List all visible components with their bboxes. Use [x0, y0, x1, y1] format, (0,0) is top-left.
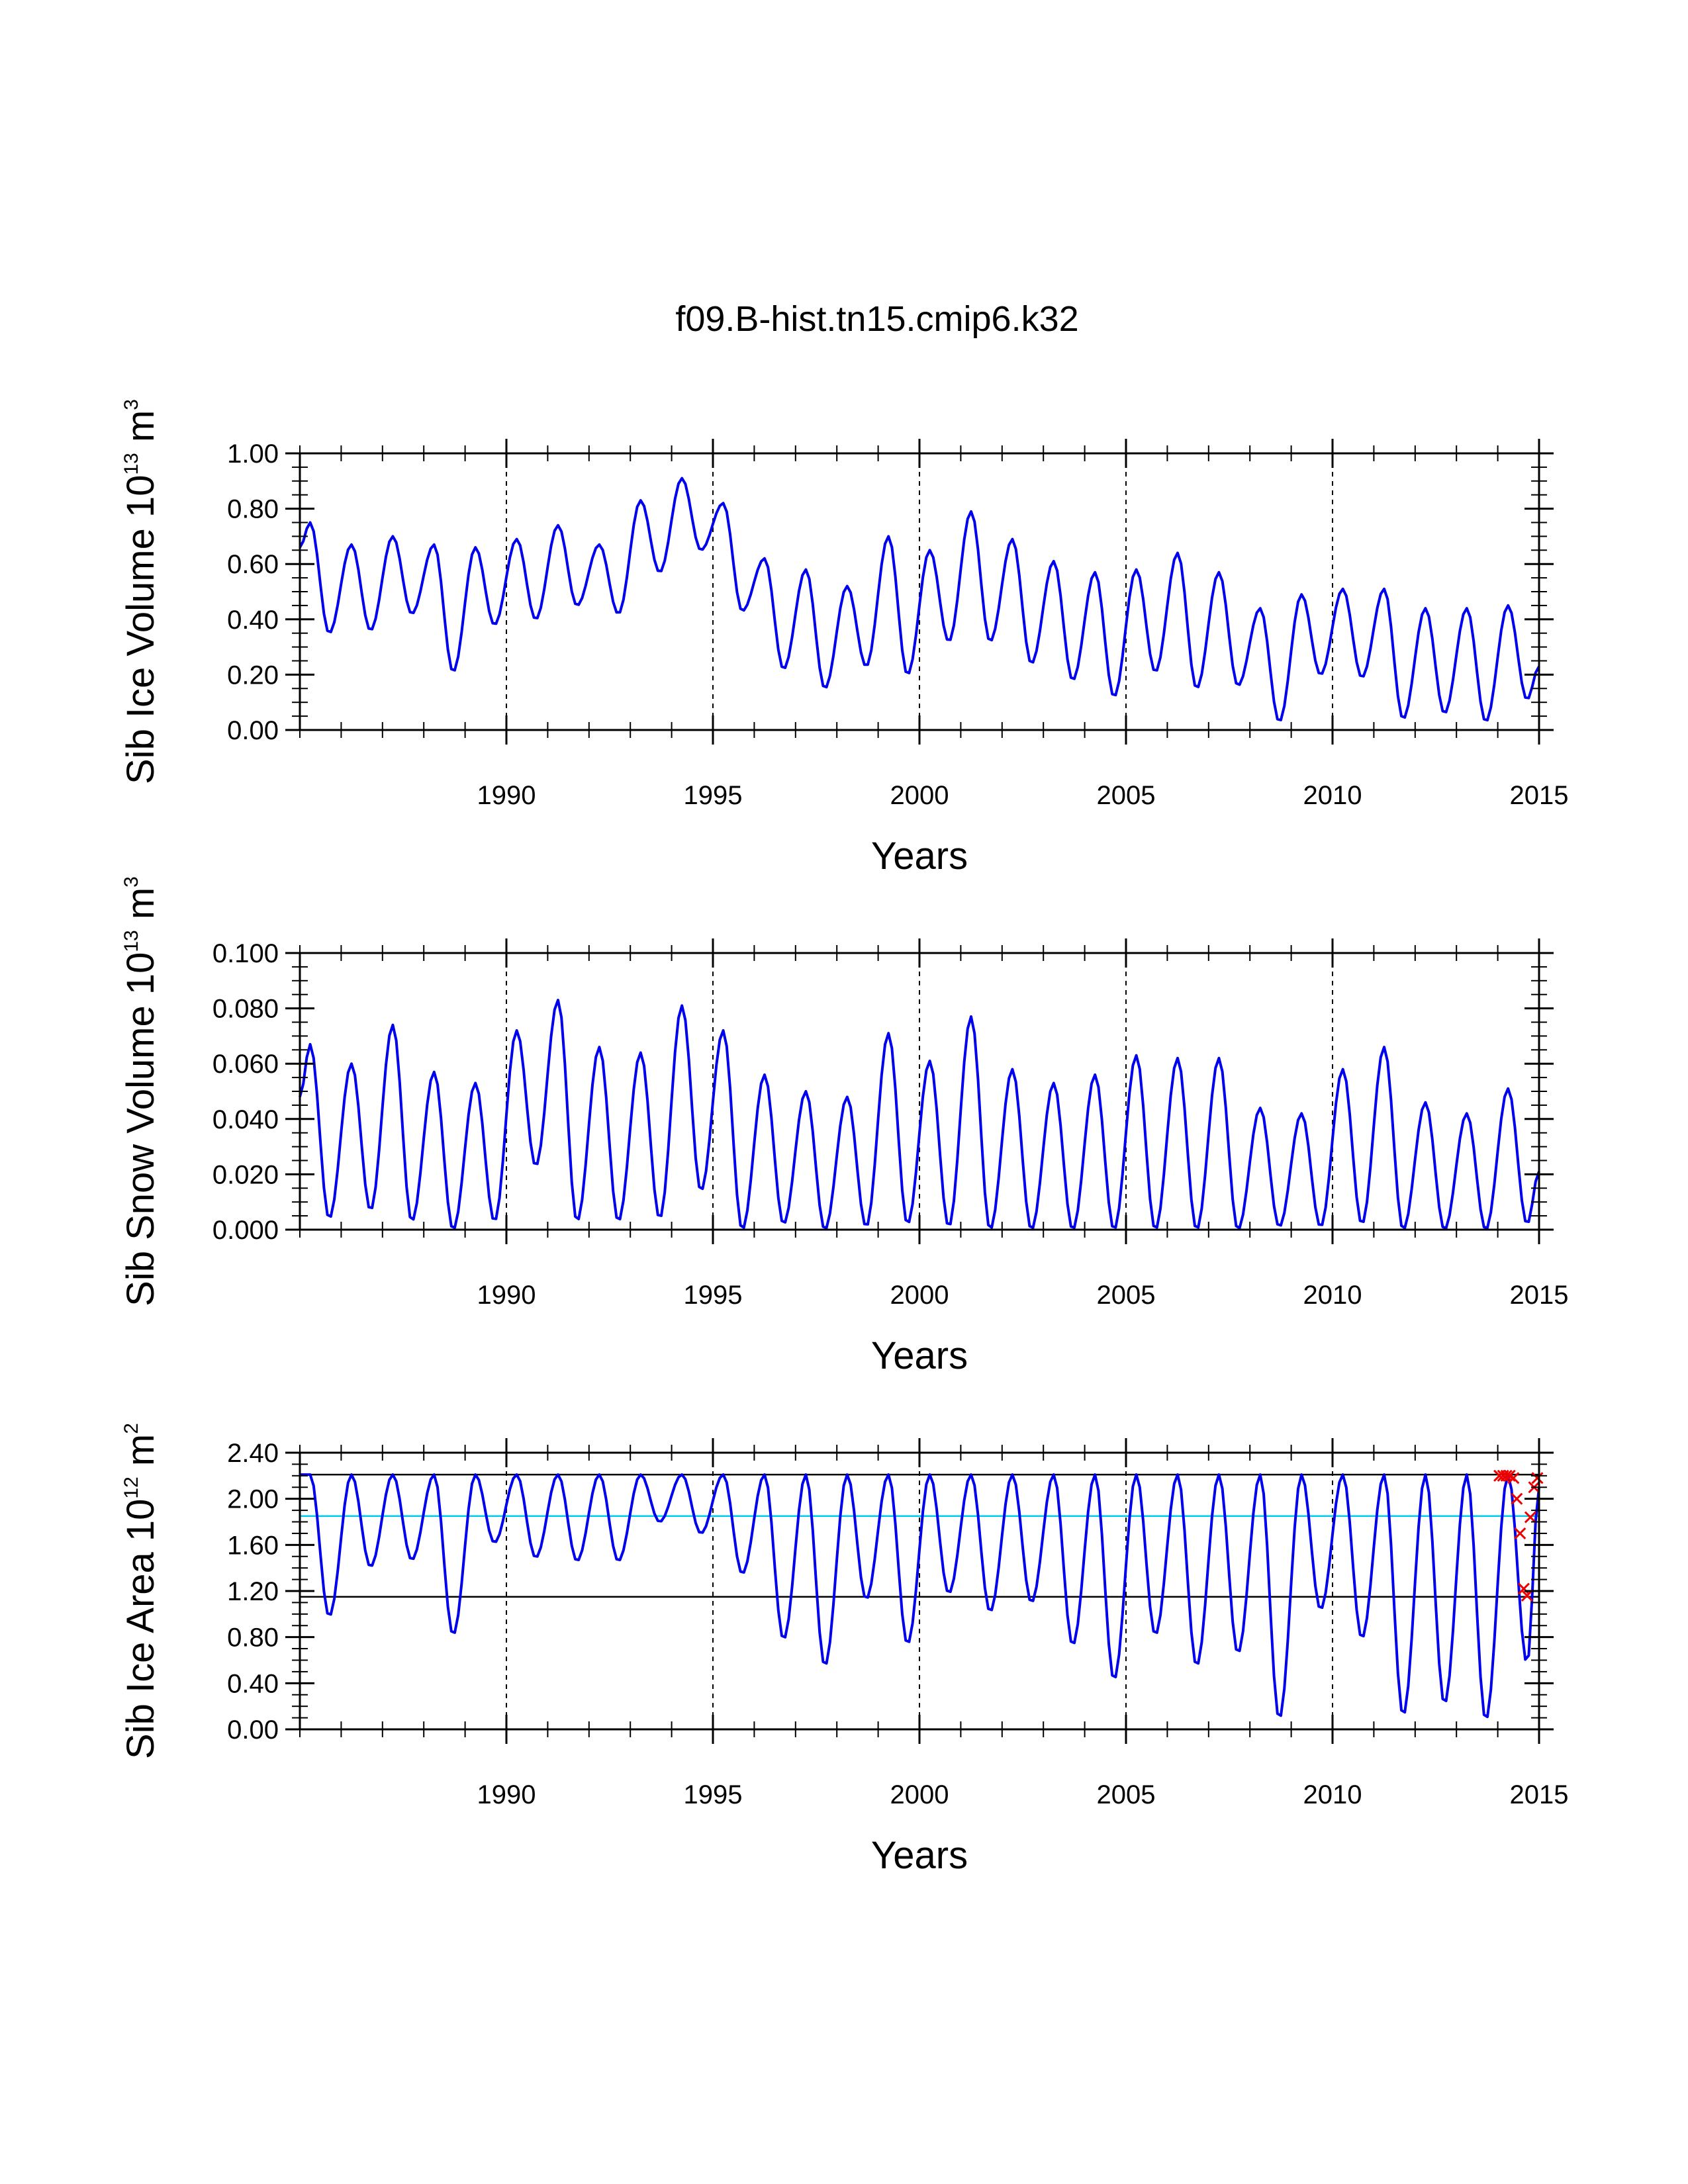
- x-axis-title: Years: [871, 1834, 968, 1877]
- marker-7: [1517, 1582, 1530, 1595]
- marker-5: [1511, 1492, 1523, 1505]
- y-axis-title-exponent: 12: [120, 1477, 142, 1498]
- marker-9: [1524, 1511, 1536, 1524]
- y-tick-label: 1.60: [227, 1531, 279, 1560]
- y-axis-title-exponent: 13: [120, 453, 142, 475]
- y-axis-title-prefix: Sib Snow Volume 10: [119, 952, 162, 1306]
- chart-ice-area: 0.00 0.40 0.80 1.20 1.60 2.00 2.40 1990 1995 2000…: [119, 1423, 1568, 1877]
- x-tick-label: 2010: [1303, 781, 1362, 810]
- y-tick-label: 0.40: [227, 606, 279, 635]
- y-axis-title-exponent: 13: [120, 930, 142, 952]
- y-tick-label: 0.100: [212, 939, 279, 968]
- y-axis-title-unit-exponent: 3: [120, 399, 142, 410]
- series-line: [300, 1473, 1540, 1719]
- x-tick-label: 1990: [477, 1780, 536, 1809]
- x-tick-label: 1995: [684, 1780, 743, 1809]
- y-axis-title-prefix: Sib Ice Area 10: [119, 1499, 162, 1759]
- marker-stroke: [1503, 1469, 1516, 1482]
- panels: 0.00 0.20 0.40 0.60 0.80 1.00 1990 1995 2000 2005…: [119, 399, 1568, 1877]
- x-tick-label: 2000: [890, 781, 949, 810]
- y-tick-label: 0.040: [212, 1105, 279, 1134]
- y-tick-label: 0.00: [227, 716, 279, 745]
- marker-stroke: [1524, 1511, 1536, 1524]
- y-tick-label: 1.20: [227, 1577, 279, 1606]
- y-axis-title: Sib Ice Area 1012 m2: [119, 1423, 162, 1759]
- x-tick-label: 2015: [1510, 1281, 1569, 1310]
- y-axis-title-unit: m: [119, 887, 162, 930]
- marker-6: [1514, 1527, 1526, 1539]
- y-tick-label: 1.00: [227, 439, 279, 469]
- y-axis-title-prefix: Sib Ice Volume 10: [119, 475, 162, 784]
- x-tick-label: 2000: [890, 1281, 949, 1310]
- x-tick-label: 2015: [1510, 1780, 1569, 1809]
- marker-stroke: [1511, 1492, 1523, 1505]
- marker-stroke: [1517, 1582, 1530, 1595]
- y-tick-label: 2.00: [227, 1485, 279, 1514]
- marker-stroke: [1531, 1472, 1544, 1484]
- x-tick-label: 2010: [1303, 1281, 1362, 1310]
- y-tick-label: 0.80: [227, 495, 279, 524]
- y-axis-title-unit-exponent: 3: [120, 876, 142, 887]
- y-tick-label: 0.060: [212, 1050, 279, 1079]
- y-tick-label: 0.080: [212, 995, 279, 1024]
- y-tick-label: 0.020: [212, 1160, 279, 1189]
- x-tick-label: 2005: [1097, 1780, 1156, 1809]
- y-tick-label: 0.80: [227, 1623, 279, 1653]
- marker-8: [1521, 1589, 1533, 1602]
- marker-11: [1531, 1472, 1544, 1484]
- figure-title: f09.B-hist.tn15.cmip6.k32: [675, 299, 1078, 339]
- y-axis-title-unit: m: [119, 1434, 162, 1477]
- x-tick-label: 1990: [477, 781, 536, 810]
- x-tick-label: 2005: [1097, 781, 1156, 810]
- y-tick-label: 0.000: [212, 1216, 279, 1245]
- marker-2: [1500, 1469, 1513, 1482]
- y-axis-title-unit-exponent: 2: [120, 1423, 142, 1434]
- y-tick-label: 2.40: [227, 1439, 279, 1468]
- marker-stroke: [1500, 1469, 1513, 1482]
- series-line: [299, 999, 1540, 1230]
- x-tick-label: 1990: [477, 1281, 536, 1310]
- marker-4: [1507, 1472, 1520, 1484]
- marker-stroke: [1514, 1527, 1526, 1539]
- y-tick-label: 0.40: [227, 1669, 279, 1698]
- y-tick-label: 0.60: [227, 550, 279, 579]
- series-line: [299, 477, 1540, 722]
- marker-stroke: [1521, 1589, 1533, 1602]
- x-tick-label: 2000: [890, 1780, 949, 1809]
- y-tick-label: 0.20: [227, 660, 279, 690]
- chart-ice-volume: 0.00 0.20 0.40 0.60 0.80 1.00 1990 1995 2000 2005…: [119, 399, 1568, 878]
- x-axis-title: Years: [871, 835, 968, 878]
- y-axis-title-unit: m: [119, 410, 162, 453]
- y-tick-label: 0.00: [227, 1715, 279, 1745]
- x-tick-label: 2015: [1510, 781, 1569, 810]
- x-tick-label: 2010: [1303, 1780, 1362, 1809]
- x-tick-label: 2005: [1097, 1281, 1156, 1310]
- y-axis-title: Sib Ice Volume 1013 m3: [119, 399, 162, 784]
- marker-stroke: [1507, 1472, 1520, 1484]
- x-axis-title: Years: [871, 1334, 968, 1377]
- y-axis-title: Sib Snow Volume 1013 m3: [119, 876, 162, 1306]
- x-tick-label: 1995: [684, 781, 743, 810]
- x-tick-label: 1995: [684, 1281, 743, 1310]
- chart-snow-volume: 0.000 0.020 0.040 0.060 0.080 0.100 1990 1995 20…: [119, 876, 1568, 1377]
